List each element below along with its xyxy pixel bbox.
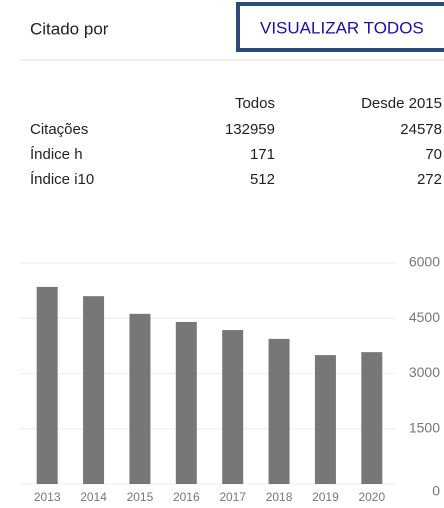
y-tick-label: 0	[432, 483, 440, 499]
cell-value: 132959	[225, 121, 275, 138]
view-all-label[interactable]: VISUALIZAR TODOS	[260, 18, 424, 37]
y-tick-label: 1500	[409, 419, 440, 435]
cell-value: 272	[417, 171, 442, 188]
y-tick-label: 6000	[409, 254, 440, 270]
x-tick-label: 2018	[266, 490, 293, 504]
x-tick-label: 2016	[173, 490, 200, 504]
cell-value: 171	[250, 146, 275, 163]
column-header: Todos	[235, 95, 275, 112]
x-tick-label: 2017	[219, 490, 246, 504]
column-header: Desde 2015	[361, 95, 442, 112]
x-tick-label: 2013	[34, 490, 61, 504]
x-tick-label: 2014	[80, 490, 107, 504]
bar	[175, 321, 197, 484]
bar	[83, 296, 105, 484]
view-all-button[interactable]	[236, 2, 444, 52]
bar	[314, 355, 336, 484]
row-label: Índice h	[30, 146, 83, 163]
y-tick-label: 3000	[409, 364, 440, 380]
x-tick-label: 2015	[127, 490, 154, 504]
panel-title: Citado por	[30, 19, 109, 38]
y-tick-label: 4500	[409, 309, 440, 325]
bar	[222, 330, 244, 484]
x-tick-label: 2020	[358, 490, 385, 504]
bar	[268, 338, 290, 484]
row-label: Índice i10	[30, 171, 94, 188]
cell-value: 512	[250, 171, 275, 188]
bar	[361, 352, 383, 484]
bar	[36, 286, 58, 484]
x-tick-label: 2019	[312, 490, 339, 504]
cell-value: 24578	[400, 121, 442, 138]
bar	[129, 313, 151, 484]
cell-value: 70	[425, 146, 442, 163]
row-label: Citações	[30, 121, 88, 138]
